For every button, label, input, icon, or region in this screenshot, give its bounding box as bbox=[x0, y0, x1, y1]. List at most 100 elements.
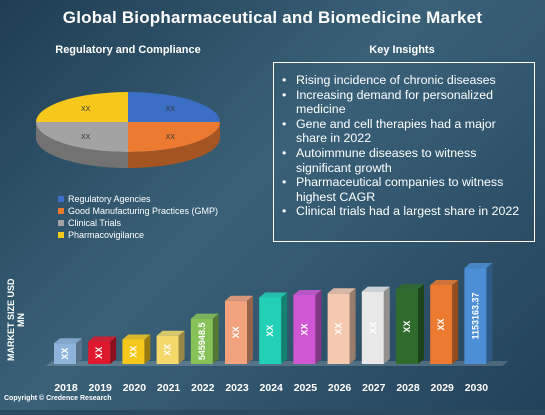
legend-item: Clinical Trials bbox=[58, 217, 218, 229]
legend-item: Good Manufacturing Practices (GMP) bbox=[58, 205, 218, 217]
x-tick-label: 2022 bbox=[191, 382, 215, 394]
bar-data-label: XX bbox=[60, 348, 70, 360]
bar bbox=[259, 297, 282, 364]
x-tick-label: 2018 bbox=[54, 382, 78, 394]
bar bbox=[190, 318, 213, 364]
bar bbox=[327, 293, 350, 364]
bar-data-label: XX bbox=[231, 326, 241, 338]
bar-top bbox=[190, 313, 219, 319]
bar-data-label: XX bbox=[265, 325, 275, 337]
pie-chart: XX XX XX XX bbox=[20, 72, 240, 190]
bar-data-label: XX bbox=[94, 347, 104, 359]
insights-heading: Key Insights bbox=[369, 44, 435, 56]
bar-svg: XX 2018 XX 2019 XX 2020 XX 2021 545948.5 2022 XX 20… bbox=[46, 263, 509, 394]
bar-side bbox=[315, 289, 322, 364]
legend-label: Pharmacovigilance bbox=[68, 230, 145, 240]
legend-swatch bbox=[58, 220, 64, 226]
insight-item: Gene and cell therapies had a major shar… bbox=[282, 117, 528, 146]
bar bbox=[156, 335, 179, 364]
x-tick-label: 2029 bbox=[431, 382, 455, 394]
bar-top bbox=[430, 279, 459, 285]
bar bbox=[293, 294, 316, 364]
key-insights-box: Rising incidence of chronic diseasesIncr… bbox=[273, 62, 535, 242]
legend-label: Regulatory Agencies bbox=[68, 194, 151, 204]
bar-data-label: XX bbox=[299, 323, 309, 335]
x-tick-label: 2030 bbox=[465, 382, 489, 394]
bar-top bbox=[122, 334, 151, 340]
bar-data-label: XX bbox=[368, 322, 378, 334]
legend-item: Pharmacovigilance bbox=[58, 229, 218, 241]
bar bbox=[225, 300, 247, 364]
bar-side bbox=[76, 338, 82, 364]
bar-data-label: XX bbox=[436, 318, 446, 330]
bar-top bbox=[88, 336, 117, 342]
bar-top bbox=[396, 284, 424, 290]
bar-side bbox=[418, 284, 424, 364]
pie-data-label: XX bbox=[166, 106, 176, 113]
bar-side bbox=[452, 279, 459, 364]
bar-data-label: 1153163.37 bbox=[470, 292, 480, 339]
pie-legend: Regulatory Agencies Good Manufacturing Pr… bbox=[58, 193, 218, 241]
pie-data-label: XX bbox=[81, 106, 91, 113]
key-insights-list: Rising incidence of chronic diseasesIncr… bbox=[280, 73, 528, 219]
insight-item: Rising incidence of chronic diseases bbox=[282, 73, 528, 88]
bar-top bbox=[156, 330, 185, 336]
bar-side bbox=[212, 313, 219, 364]
bar-side bbox=[144, 334, 151, 364]
x-tick-label: 2024 bbox=[260, 382, 284, 394]
bar-top bbox=[225, 295, 253, 301]
bar-data-label: XX bbox=[128, 346, 138, 358]
chart-title: Global Biopharmaceutical and Biomedicine… bbox=[62, 8, 483, 27]
bar-side bbox=[281, 292, 288, 364]
insight-item: Clinical trials had a largest share in 2… bbox=[282, 204, 528, 219]
bar bbox=[464, 268, 487, 364]
legend-item: Regulatory Agencies bbox=[58, 193, 218, 205]
x-tick-label: 2023 bbox=[225, 382, 249, 394]
bar bbox=[361, 291, 384, 364]
x-tick-label: 2027 bbox=[362, 382, 386, 394]
bar-side bbox=[178, 330, 185, 364]
pie-slice-side bbox=[128, 122, 220, 168]
insight-item: Increasing demand for personalized medic… bbox=[282, 88, 528, 117]
legend-label: Good Manufacturing Practices (GMP) bbox=[68, 206, 219, 216]
legend-swatch bbox=[58, 232, 64, 238]
bar-data-label: XX bbox=[334, 323, 344, 335]
bar bbox=[122, 339, 145, 364]
legend-swatch bbox=[58, 208, 64, 214]
legend-label: Clinical Trials bbox=[68, 218, 122, 228]
insight-item: Pharmaceutical companies to witness high… bbox=[282, 175, 528, 204]
bar-data-label: 545948.5 bbox=[197, 323, 207, 361]
copyright-text: Copyright © Credence Research bbox=[4, 395, 112, 402]
bar-side bbox=[247, 295, 253, 364]
bar-top bbox=[464, 263, 493, 269]
bar-side bbox=[349, 288, 356, 364]
pie-slice bbox=[36, 92, 128, 122]
bar-side bbox=[110, 336, 117, 364]
bar bbox=[396, 289, 418, 364]
bar-top bbox=[259, 292, 288, 298]
legend-swatch bbox=[58, 196, 64, 202]
bar bbox=[430, 285, 453, 364]
bar-data-label: XX bbox=[163, 344, 173, 356]
pie-data-label: XX bbox=[166, 134, 176, 141]
bar-top bbox=[327, 288, 356, 294]
bar-side bbox=[486, 263, 493, 364]
bar-side bbox=[383, 286, 390, 364]
bar-top bbox=[293, 289, 322, 295]
pie-slice bbox=[128, 92, 220, 122]
pie-heading: Regulatory and Compliance bbox=[55, 44, 201, 56]
bar-top bbox=[361, 286, 390, 292]
x-tick-label: 2020 bbox=[123, 382, 147, 394]
x-tick-label: 2019 bbox=[89, 382, 113, 394]
x-tick-label: 2026 bbox=[328, 382, 352, 394]
insight-item: Autoimmune diseases to witness significa… bbox=[282, 146, 528, 175]
pie-slice bbox=[36, 122, 128, 152]
bar-top bbox=[54, 338, 82, 344]
x-tick-label: 2021 bbox=[157, 382, 181, 394]
x-tick-label: 2025 bbox=[294, 382, 318, 394]
bar-data-label: XX bbox=[402, 321, 412, 333]
pie-slice-side bbox=[36, 122, 128, 168]
pie-data-label: XX bbox=[81, 134, 91, 141]
bar bbox=[54, 343, 76, 364]
pie-svg: XX XX XX XX bbox=[36, 92, 220, 168]
